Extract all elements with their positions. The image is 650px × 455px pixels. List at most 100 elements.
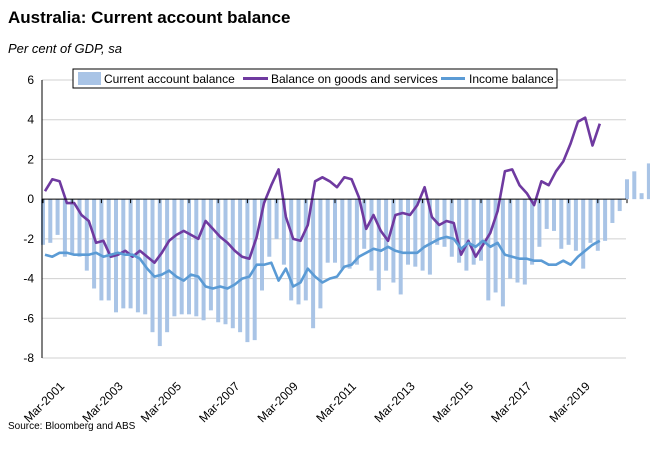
current-account-bar [135,199,140,313]
current-account-bar [522,199,527,285]
legend-label-current-account: Current account balance [104,72,235,86]
current-account-bar [230,199,235,329]
y-tick-label: 6 [27,73,34,87]
current-account-bar [333,199,337,263]
chart-title: Australia: Current account balance [8,8,291,27]
current-account-bar [617,199,622,212]
legend-label-goods-services: Balance on goods and services [271,72,438,86]
legend-box [72,68,558,89]
current-account-bar [398,199,403,295]
current-account-bar [595,199,600,251]
current-account-bar [150,199,155,333]
current-account-bar [369,199,374,271]
current-account-bar [376,199,381,291]
current-account-bar [603,199,608,241]
current-account-bar [267,199,272,257]
current-account-bar [340,199,345,269]
current-account-bar [508,199,513,279]
current-account-bar [296,199,301,305]
current-account-bar [406,199,410,265]
current-account-bar [427,199,432,275]
current-account-bar [223,199,228,325]
current-account-bar [573,199,578,251]
current-account-bar [413,199,418,267]
current-account-bar [303,199,308,301]
y-tick-label: 0 [27,192,34,206]
current-account-bar [625,179,629,200]
current-account-bar [157,199,162,347]
current-account-bar [77,199,82,257]
x-tick-label: Mar-2003 [79,379,125,425]
current-account-bar [172,199,177,317]
current-account-bar [632,171,637,200]
current-account-bar [457,199,462,263]
current-account-bar [281,199,286,265]
current-account-bar [311,199,316,329]
chart-subtitle: Per cent of GDP, sa [8,41,122,56]
current-account-bar [245,199,250,343]
current-account-bar [530,199,535,265]
current-account-bar [610,199,615,223]
x-tick-label: Mar-2017 [488,379,534,425]
legend-label-income: Income balance [469,72,554,86]
current-account-bar [493,199,498,293]
current-account-bar [559,199,564,249]
current-account-bar [544,199,549,229]
current-account-bar [62,199,67,257]
current-account-bar [391,199,396,283]
income-balance-line [44,235,601,290]
current-account-bar [70,199,75,255]
current-account-bar [588,199,593,243]
x-tick-label: Mar-2015 [430,379,476,425]
current-account-bar [41,199,45,245]
current-account-bar [318,199,323,309]
current-account-bar [639,193,644,200]
y-tick-label: -2 [23,232,34,246]
current-account-bar [354,199,359,265]
current-account-bar [179,199,184,315]
current-account-bar [84,199,89,271]
current-account-bar [566,199,571,245]
source-note: Source: Bloomberg and ABS [8,421,136,432]
current-account-bar [194,199,199,317]
current-account-bar [208,199,213,311]
current-account-bar [384,199,389,271]
x-tick-label: Mar-2013 [371,379,417,425]
x-tick-label: Mar-2011 [313,379,359,425]
current-account-bar [274,199,279,239]
series-lines [43,116,602,290]
current-account-bar [165,199,170,333]
current-account-bar [92,199,97,289]
y-tick-label: -8 [23,351,34,365]
current-account-bar [464,199,469,271]
current-account-bar [216,199,221,323]
current-account-bar [515,199,520,283]
current-account-bar [471,199,476,265]
current-account-bar [289,199,294,301]
current-account-bar [646,163,650,200]
current-account-bar [187,199,191,315]
current-account-bar [201,199,206,321]
current-account-bar [48,199,53,243]
current-account-bar [238,199,243,333]
current-account-bar [420,199,425,271]
current-account-bar [552,199,556,231]
x-tick-label: Mar-2007 [196,379,242,425]
x-tick-label: Mar-2019 [547,379,593,425]
y-tick-label: -6 [23,311,34,325]
current-account-bar [581,199,586,269]
y-tick-label: -4 [23,272,34,286]
y-tick-label: 4 [27,113,34,127]
current-account-bar [99,199,104,301]
current-account-bar [479,199,483,261]
legend-swatch-bars [78,72,101,85]
current-account-bar [55,199,60,235]
current-account-bar [325,199,330,263]
x-tick-label: Mar-2005 [138,379,184,425]
x-tick-label: Mar-2001 [21,379,67,425]
current-account-bar [347,199,352,269]
current-account-bar [486,199,491,301]
current-account-bar [537,199,542,247]
current-account-bar [449,199,454,257]
